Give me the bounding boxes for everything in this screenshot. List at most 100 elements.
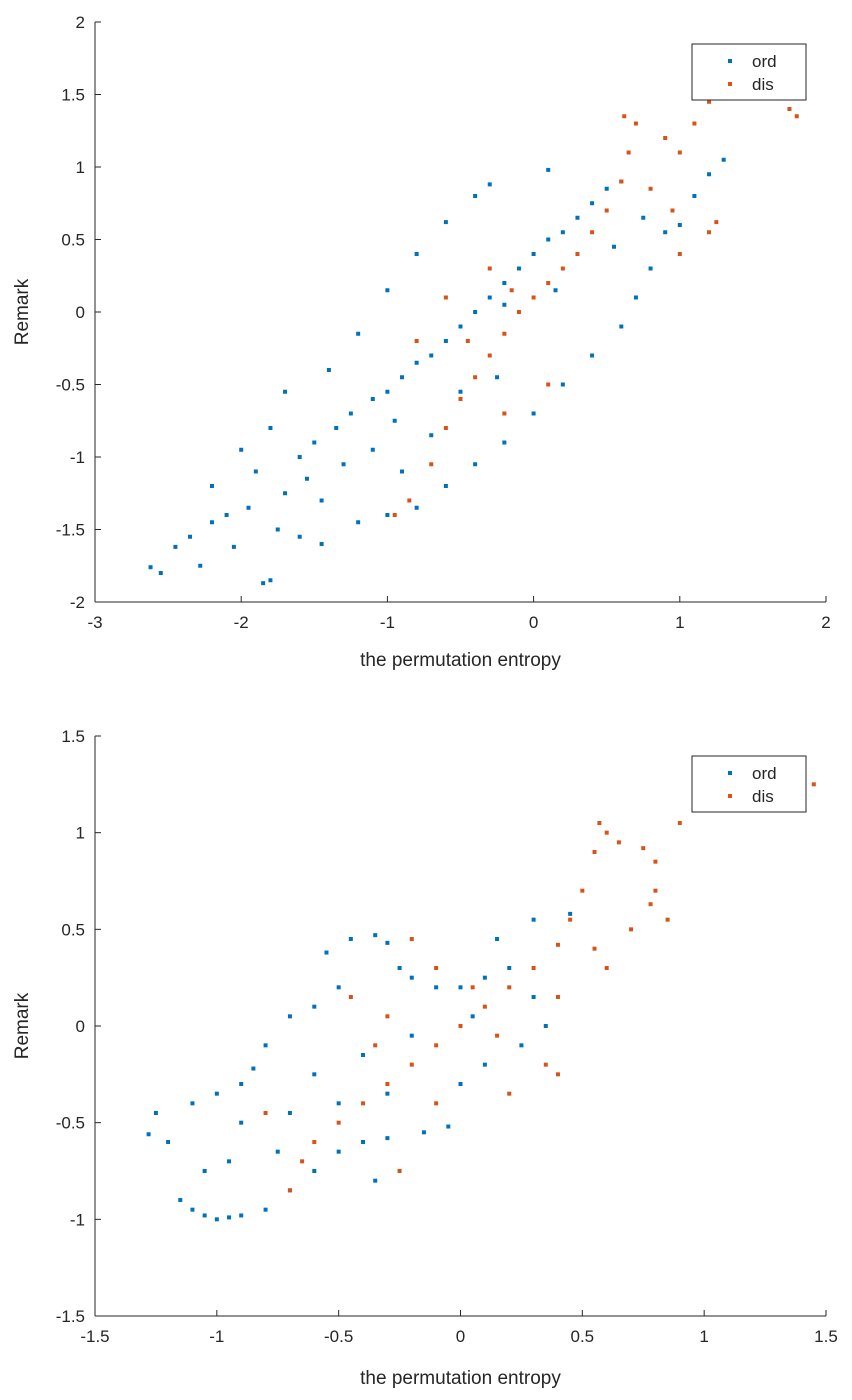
data-point-dis [458, 397, 463, 401]
data-point-ord [319, 542, 324, 546]
data-point-dis [407, 498, 412, 503]
data-point-dis [392, 513, 397, 517]
data-point-ord [370, 447, 375, 452]
y-tick-label: 0.5 [61, 920, 85, 939]
data-point-ord [421, 1130, 426, 1135]
data-point-ord [502, 281, 507, 285]
data-point-ord [590, 353, 595, 358]
data-point-ord [158, 571, 163, 575]
data-point-ord [458, 985, 463, 990]
data-point-dis [787, 107, 792, 111]
data-point-ord [473, 194, 478, 198]
data-point-dis [495, 1033, 500, 1038]
data-point-ord [385, 1136, 390, 1141]
data-point-ord [482, 975, 487, 980]
data-point-ord [239, 447, 244, 452]
data-point-ord [677, 223, 682, 227]
data-point-dis [507, 985, 512, 990]
legend-marker-dis [728, 82, 732, 86]
legend-label-dis: dis [752, 75, 774, 94]
data-point-dis [409, 1062, 414, 1067]
data-point-ord [502, 302, 507, 307]
data-point-ord [287, 1014, 292, 1019]
data-point-dis [592, 850, 597, 854]
legend-label-dis: dis [752, 787, 774, 806]
data-point-dis [648, 186, 653, 191]
data-point-dis [794, 114, 799, 119]
data-point-ord [482, 1062, 487, 1067]
data-point-dis [604, 830, 609, 835]
x-tick-label: -0.5 [324, 1327, 353, 1346]
data-point-ord [531, 252, 536, 256]
data-point-ord [385, 940, 390, 945]
data-point-ord [261, 581, 266, 586]
data-point-ord [373, 1178, 378, 1183]
data-point-dis [531, 966, 536, 970]
data-point-dis [555, 995, 560, 999]
data-point-ord [239, 1082, 244, 1086]
data-point-ord [268, 426, 273, 430]
data-point-ord [198, 563, 203, 568]
x-tick-label: 0.5 [571, 1327, 595, 1346]
x-tick-label: -2 [234, 613, 249, 632]
y-tick-label: 1.5 [61, 86, 85, 105]
y-tick-label: -1.5 [56, 521, 85, 540]
data-point-dis [487, 353, 492, 358]
data-point-ord [633, 295, 638, 300]
data-point-dis [707, 99, 712, 104]
legend-box [691, 43, 807, 101]
data-point-dis [811, 782, 816, 787]
data-point-dis [597, 821, 602, 825]
legend: ord dis [691, 43, 807, 101]
data-point-dis [397, 1169, 402, 1173]
data-point-ord [173, 544, 178, 549]
data-point-ord [721, 157, 726, 162]
data-point-ord [188, 534, 193, 539]
y-tick-label: -0.5 [56, 376, 85, 395]
data-point-dis [502, 331, 507, 336]
data-point-ord [348, 937, 353, 941]
data-point-ord [246, 505, 251, 510]
x-tick-label: 2 [821, 613, 830, 632]
data-point-ord [202, 1213, 207, 1218]
data-point-ord [224, 513, 229, 517]
data-point-ord [166, 1140, 171, 1144]
data-point-ord [227, 1215, 232, 1220]
data-point-ord [414, 360, 419, 365]
data-point-ord [312, 1169, 317, 1173]
data-point-dis [443, 426, 448, 430]
data-point-ord [251, 1066, 256, 1071]
data-point-dis [568, 917, 573, 922]
data-point-dis [555, 1072, 560, 1077]
data-point-dis [546, 382, 551, 387]
x-tick-label: 1.5 [814, 1327, 838, 1346]
data-point-ord [253, 469, 258, 474]
y-axis-label: Remark [12, 278, 33, 345]
data-point-dis [616, 840, 621, 845]
data-point-dis [648, 902, 653, 907]
data-point-ord [590, 201, 595, 206]
x-axis-label: the permutation entropy [360, 1368, 561, 1389]
data-point-ord [458, 324, 463, 329]
data-point-dis [263, 1111, 268, 1115]
y-tick-label: -0.5 [56, 1114, 85, 1133]
data-point-ord [283, 491, 288, 496]
series-ord [148, 157, 726, 586]
data-point-dis [361, 1101, 366, 1106]
chart-2: -1.5 -1 -0.5 0 0.5 1 1.5 -1.5 -1 -0.5 0 0.5 1 1.5 the … [12, 727, 838, 1389]
data-point-ord [531, 917, 536, 922]
y-tick-label: -1 [70, 448, 85, 467]
series-ord [146, 911, 573, 1222]
legend-marker-dis [728, 794, 732, 798]
data-point-ord [641, 215, 646, 220]
data-point-ord [190, 1101, 195, 1106]
data-point-ord [326, 368, 331, 372]
data-point-ord [348, 411, 353, 416]
data-point-ord [392, 418, 397, 423]
data-point-dis [633, 121, 638, 126]
data-point-ord [516, 266, 521, 271]
data-point-dis [385, 1082, 390, 1086]
data-point-ord [495, 375, 500, 380]
data-point-dis [677, 150, 682, 155]
data-point-ord [370, 397, 375, 401]
